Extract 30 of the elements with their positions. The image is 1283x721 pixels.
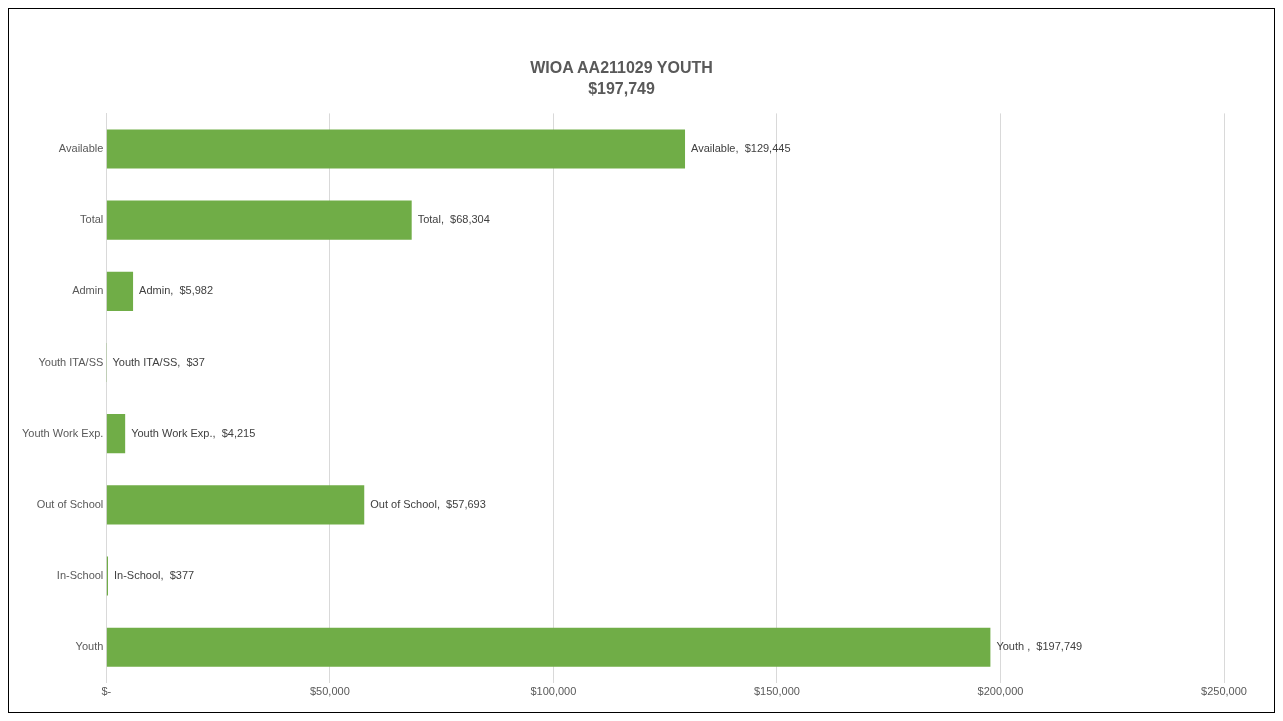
data-label: Youth Work Exp., $4,215 — [131, 426, 256, 439]
y-tick-label: Youth Work Exp. — [22, 426, 104, 439]
data-label: Admin, $5,982 — [139, 284, 214, 297]
x-tick-label: $200,000 — [977, 685, 1024, 698]
data-label: Youth ITA/SS, $37 — [112, 355, 205, 368]
y-tick-label: Total — [80, 213, 104, 226]
x-tick-label: $50,000 — [309, 685, 350, 698]
chart-title: WIOA AA211029 YOUTH — [530, 59, 713, 77]
bar — [106, 627, 991, 667]
x-tick-label: $100,000 — [530, 685, 577, 698]
bar — [106, 414, 126, 454]
data-label: In-School, $377 — [114, 569, 195, 582]
bar — [106, 200, 412, 240]
bar — [106, 485, 365, 525]
y-tick-label: Youth — [75, 640, 104, 653]
y-tick-label: Youth ITA/SS — [38, 355, 104, 368]
x-tick-label: $150,000 — [753, 685, 800, 698]
data-label: Available, $129,445 — [691, 142, 791, 155]
data-label: Youth , $197,749 — [996, 640, 1083, 653]
data-label: Total, $68,304 — [417, 213, 490, 226]
y-tick-label: In-School — [56, 569, 104, 582]
bar — [106, 271, 134, 311]
x-tick-label: $250,000 — [1201, 685, 1247, 698]
y-tick-label: Admin — [72, 284, 104, 297]
data-label: Out of School, $57,693 — [370, 497, 486, 510]
chart-subtitle: $197,749 — [588, 80, 655, 98]
y-tick-label: Out of School — [36, 497, 104, 510]
y-tick-label: Available — [58, 142, 104, 155]
bar — [106, 129, 686, 169]
x-tick-label: $- — [101, 685, 112, 698]
